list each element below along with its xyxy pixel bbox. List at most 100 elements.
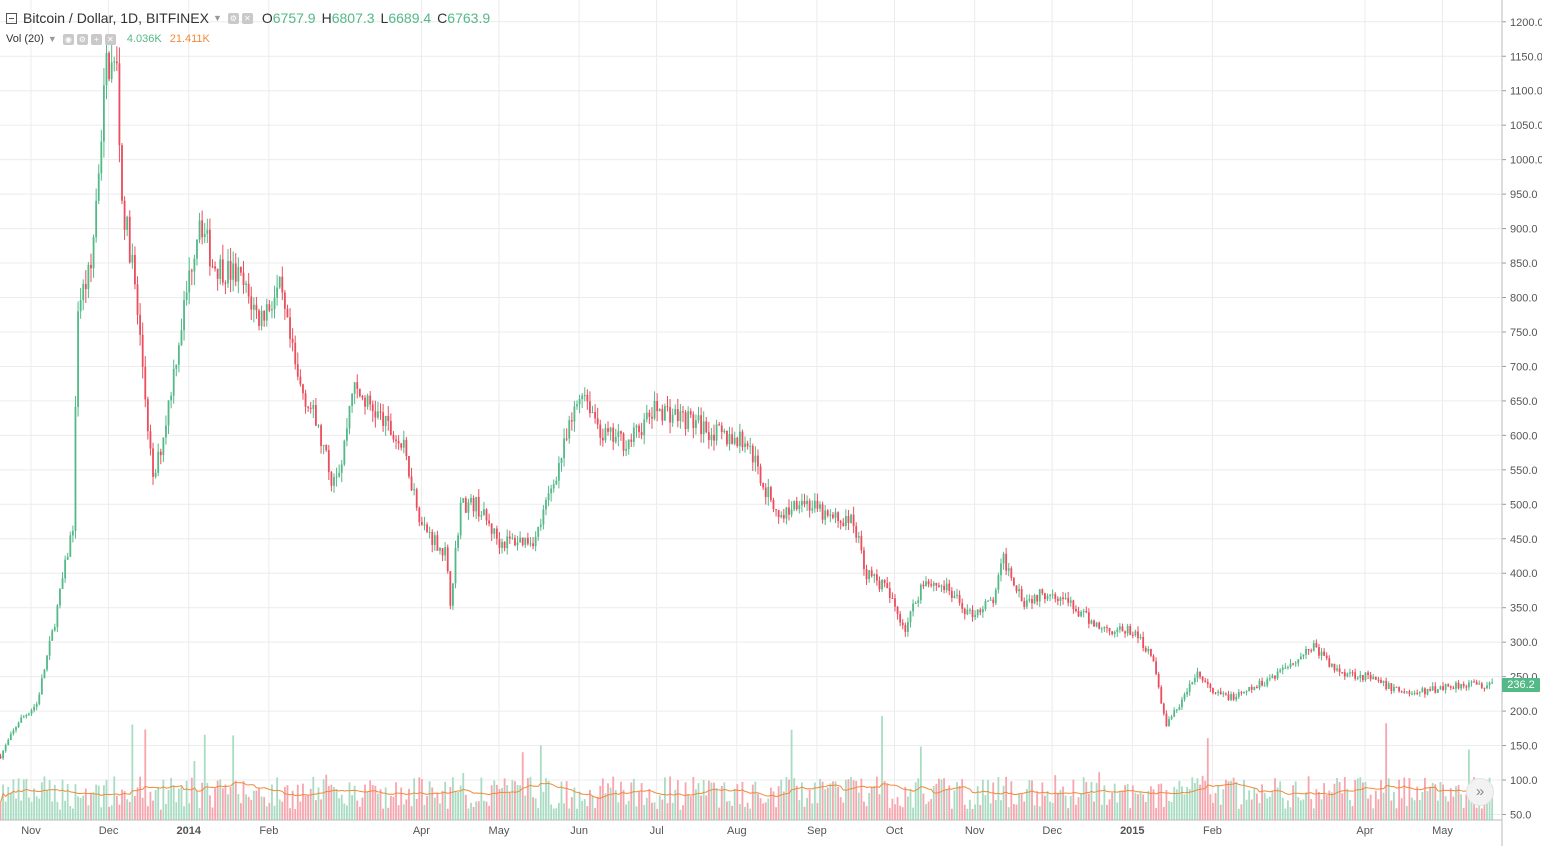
candle-body [1196,671,1199,679]
candle-body [883,579,886,584]
candle-body [803,500,806,505]
volume-bar [278,799,281,820]
candle-body [408,456,410,477]
volume-bar [382,808,385,820]
volume-bar [997,777,1000,820]
add-icon[interactable]: + [90,33,102,45]
volume-indicator-label[interactable]: Vol (20) [6,33,44,45]
volume-bar [1113,783,1116,820]
volume-bar [844,779,847,820]
candle-body [1237,692,1240,697]
volume-bar [994,799,997,820]
volume-bar [537,808,540,820]
candle-body [17,722,20,728]
volume-bar [534,798,537,820]
price-tick-label: 750.0 [1510,327,1538,339]
candle-body [1491,682,1494,684]
candle-body [250,296,253,310]
candle-body [1486,685,1488,689]
volume-bar [1491,785,1494,820]
volume-bar [1315,789,1318,820]
candle-body [1243,691,1245,693]
candle-body [431,531,434,545]
low-label: L [380,10,389,26]
eye-icon[interactable]: ◉ [62,33,74,45]
chevron-down-icon[interactable]: ▼ [212,13,222,23]
volume-bar [389,795,392,820]
volume-value: 4.036K [126,33,162,45]
volume-bar [746,802,749,820]
candle-body [974,615,977,618]
candle-body [1330,663,1333,667]
volume-bar [400,787,403,820]
volume-bar [237,794,240,820]
close-icon[interactable]: ✕ [104,33,116,45]
volume-bar [682,805,684,820]
candle-body [1387,683,1390,690]
volume-bar [309,788,312,820]
candle-body [767,487,770,498]
candle-body [726,430,728,445]
candle-body [472,497,475,512]
volume-bar [790,729,793,820]
low-value: 6689.4 [388,10,432,26]
volume-bar [25,778,28,820]
settings-icon[interactable]: ⚙ [227,12,239,24]
candle-body [356,382,359,389]
volume-bar [1250,799,1253,820]
volume-bar [43,776,46,820]
volume-bar [591,795,594,820]
open-label: O [261,10,273,26]
volume-bar [1330,792,1333,820]
volume-bar [1462,807,1465,820]
volume-bar [286,785,289,820]
symbol-title[interactable]: Bitcoin / Dollar, 1D, BITFINEX [23,10,209,26]
candle-body [175,364,178,369]
volume-bar [1395,808,1398,820]
volume-bar [304,795,307,820]
price-tick-label: 450.0 [1510,534,1538,546]
volume-bar [28,797,30,820]
candle-body [661,408,664,421]
volume-bar [738,804,741,820]
price-tick-label: 1050.0 [1510,120,1542,132]
scroll-to-latest-icon[interactable]: » [1466,778,1494,806]
volume-bar [90,793,92,820]
candle-body [97,173,100,201]
candle-body [894,598,896,607]
volume-bar [1447,801,1450,820]
volume-bar [896,796,899,820]
volume-bar [1191,777,1194,820]
volume-bar [1116,802,1119,820]
volume-bar [550,804,553,820]
volume-bar [369,780,372,820]
volume-bar [377,793,379,820]
candle-body [216,268,219,279]
volume-bar [475,801,478,820]
volume-bar [581,800,584,820]
candle-body [1175,709,1178,711]
volume-bar [1000,800,1002,820]
volume-bar [1131,785,1134,820]
volume-bar [839,797,842,820]
volume-bar [436,792,439,820]
settings-icon[interactable]: ⚙ [76,33,88,45]
volume-bar [82,795,85,820]
volume-bar [322,779,325,820]
volume-bar [870,786,873,820]
volume-bar [1333,783,1336,820]
close-icon[interactable]: ✕ [241,12,253,24]
volume-bar [1400,798,1403,820]
volume-bar [697,783,700,820]
candle-body [1147,648,1150,652]
volume-bar [1111,792,1114,820]
volume-bar [811,803,814,820]
candle-body [697,415,700,421]
candle-body [490,523,493,534]
collapse-icon[interactable] [6,12,17,24]
candle-body [7,740,10,746]
chevron-down-icon[interactable]: ▼ [47,34,57,44]
volume-bar [1364,782,1367,820]
volume-bar [707,780,710,820]
